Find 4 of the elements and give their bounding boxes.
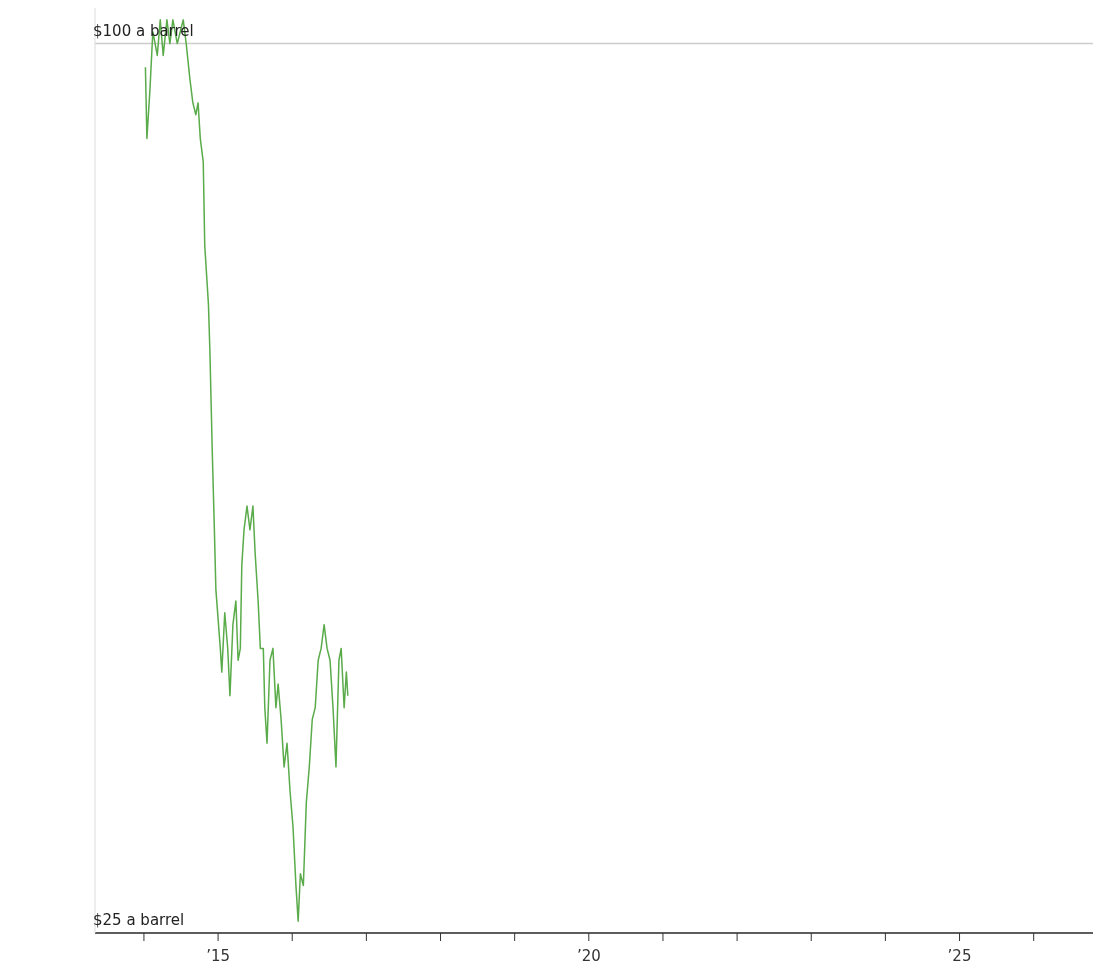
x-tick-label: ’25 — [947, 947, 972, 965]
y-tick-label: $25 a barrel — [93, 911, 185, 929]
x-tick-label: ’15 — [206, 947, 231, 965]
x-tick-label: ’20 — [576, 947, 601, 965]
